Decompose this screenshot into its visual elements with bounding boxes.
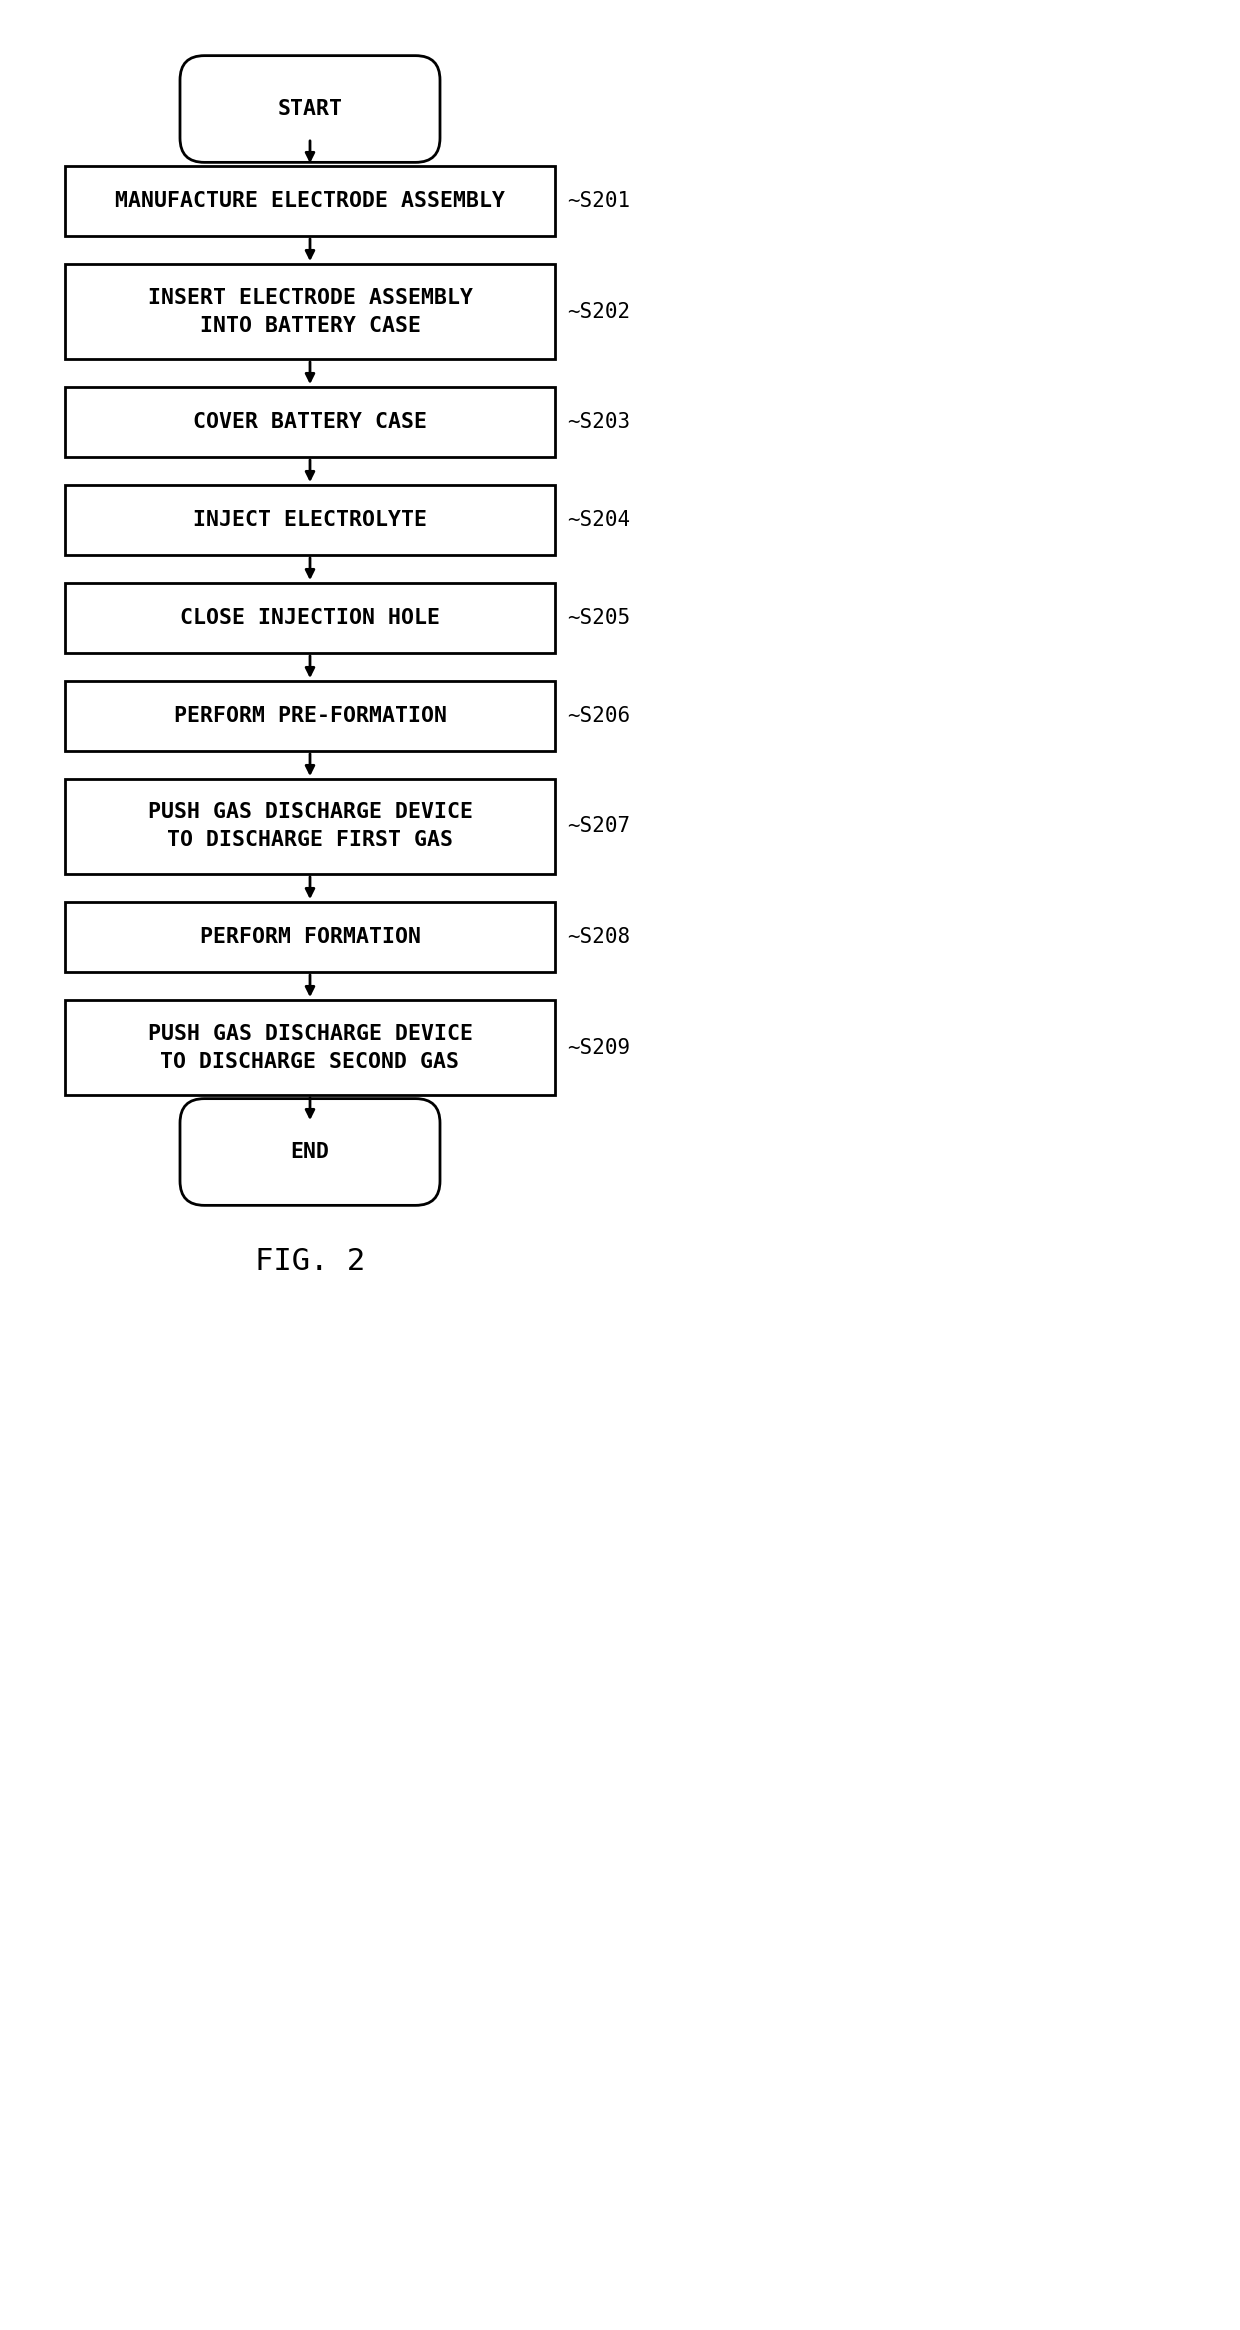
Text: PERFORM FORMATION: PERFORM FORMATION — [200, 927, 420, 946]
Text: END: END — [290, 1142, 330, 1163]
Text: ~S203: ~S203 — [567, 412, 630, 431]
Bar — [64, 902, 556, 972]
Bar — [64, 582, 556, 652]
Bar — [64, 485, 556, 555]
Text: ~S202: ~S202 — [567, 301, 630, 322]
Bar — [64, 387, 556, 457]
Bar — [64, 263, 556, 359]
Text: ~S207: ~S207 — [567, 816, 630, 836]
Text: PUSH GAS DISCHARGE DEVICE
TO DISCHARGE FIRST GAS: PUSH GAS DISCHARGE DEVICE TO DISCHARGE F… — [148, 802, 472, 850]
Text: START: START — [278, 98, 342, 119]
Text: COVER BATTERY CASE: COVER BATTERY CASE — [193, 412, 427, 431]
Text: PUSH GAS DISCHARGE DEVICE
TO DISCHARGE SECOND GAS: PUSH GAS DISCHARGE DEVICE TO DISCHARGE S… — [148, 1023, 472, 1072]
Bar — [64, 778, 556, 874]
Text: ~S209: ~S209 — [567, 1037, 630, 1058]
Text: ~S201: ~S201 — [567, 191, 630, 212]
Text: ~S206: ~S206 — [567, 706, 630, 727]
Bar — [64, 165, 556, 235]
Text: MANUFACTURE ELECTRODE ASSEMBLY: MANUFACTURE ELECTRODE ASSEMBLY — [115, 191, 505, 212]
Bar — [64, 680, 556, 750]
Text: INSERT ELECTRODE ASSEMBLY
INTO BATTERY CASE: INSERT ELECTRODE ASSEMBLY INTO BATTERY C… — [148, 287, 472, 336]
Text: ~S205: ~S205 — [567, 608, 630, 629]
Text: ~S204: ~S204 — [567, 510, 630, 529]
Text: CLOSE INJECTION HOLE: CLOSE INJECTION HOLE — [180, 608, 440, 629]
FancyBboxPatch shape — [180, 56, 440, 163]
Text: INJECT ELECTROLYTE: INJECT ELECTROLYTE — [193, 510, 427, 529]
Text: PERFORM PRE-FORMATION: PERFORM PRE-FORMATION — [174, 706, 446, 727]
Bar — [64, 1000, 556, 1095]
Text: ~S208: ~S208 — [567, 927, 630, 946]
FancyBboxPatch shape — [180, 1100, 440, 1205]
Text: FIG. 2: FIG. 2 — [255, 1247, 365, 1275]
